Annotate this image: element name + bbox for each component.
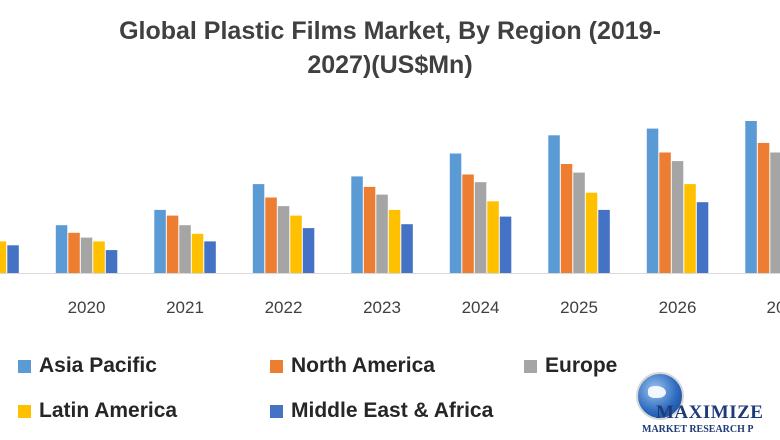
legend-item-north-america: North America: [270, 354, 435, 378]
legend-label: Asia Pacific: [39, 354, 157, 377]
x-tick-label: 2021: [166, 298, 204, 317]
x-tick-label: 2026: [659, 298, 697, 317]
x-tick-label: 2020: [68, 298, 106, 317]
bar-2021-middle-east-africa: [204, 241, 216, 273]
legend-swatch: [524, 359, 537, 373]
bar-2026-europe: [671, 161, 684, 273]
bar-2027-asia-pacific: [745, 121, 757, 273]
bar-2026-north-america: [659, 152, 671, 273]
legend-swatch: [270, 404, 283, 418]
bar-2025-latin-america: [585, 192, 598, 273]
bar-2021-north-america: [166, 215, 179, 273]
globe-icon: [636, 372, 684, 420]
chart-title-line-2: 2027)(US$Mn): [307, 51, 473, 79]
legend-label: Latin America: [39, 399, 178, 422]
bar-2023-asia-pacific: [351, 176, 363, 273]
bar-2020-north-america: [68, 232, 80, 273]
bar-2019-latin-america: [0, 241, 7, 273]
bar-2020-latin-america: [93, 241, 105, 273]
bar-2026-latin-america: [684, 184, 696, 273]
bar-2024-asia-pacific: [449, 153, 462, 273]
legend-item-latin-america: Latin America: [18, 399, 177, 423]
x-tick-label: 2024: [462, 298, 500, 317]
bar-2024-north-america: [462, 174, 474, 273]
bar-2026-asia-pacific: [646, 128, 659, 273]
bar-2024-latin-america: [487, 201, 499, 273]
legend-swatch: [18, 404, 31, 418]
legend-label: North America: [291, 354, 435, 377]
bar-2024-europe: [474, 182, 487, 273]
bar-2025-asia-pacific: [548, 135, 560, 273]
bar-2022-north-america: [265, 197, 277, 273]
logo-subtitle: MARKET RESEARCH P: [642, 424, 754, 435]
bar-2023-middle-east-africa: [401, 224, 413, 273]
bar-2022-asia-pacific: [252, 184, 265, 273]
bar-2025-middle-east-africa: [598, 209, 610, 273]
bar-2022-latin-america: [290, 215, 302, 273]
bar-2027-europe: [770, 152, 780, 273]
bar-2020-middle-east-africa: [105, 250, 118, 274]
x-tick-label: 2025: [560, 298, 598, 317]
bar-2023-north-america: [363, 186, 376, 273]
legend-item-europe: Europe: [524, 354, 617, 378]
legend-label: Europe: [545, 354, 618, 377]
legend-item-middle-east-africa: Middle East & Africa: [270, 399, 493, 423]
x-tick-label: 2022: [265, 298, 303, 317]
bar-2021-asia-pacific: [154, 209, 166, 273]
bar-2022-europe: [277, 206, 290, 273]
bar-2022-middle-east-africa: [302, 228, 315, 273]
bar-2024-middle-east-africa: [499, 216, 512, 273]
legend-label: Middle East & Africa: [291, 399, 494, 422]
chart-title: Global Plastic Films Market, By Region (…: [0, 14, 780, 82]
legend-item-asia-pacific: Asia Pacific: [18, 354, 157, 378]
bar-2020-europe: [80, 237, 93, 273]
x-tick-label: 2023: [363, 298, 401, 317]
maximize-logo: MAXIMIZE MARKET RESEARCH P: [630, 370, 780, 440]
bar-2023-europe: [376, 194, 388, 273]
legend-swatch: [18, 359, 31, 373]
bar-2025-north-america: [560, 164, 573, 273]
bar-2027-north-america: [757, 142, 770, 273]
legend-swatch: [270, 359, 283, 373]
bar-2023-latin-america: [388, 209, 401, 273]
bar-2021-europe: [179, 225, 191, 273]
bar-2020-asia-pacific: [55, 225, 68, 273]
bar-2026-middle-east-africa: [696, 202, 709, 273]
bar-2021-latin-america: [191, 233, 204, 273]
x-tick-label: 20: [767, 298, 780, 317]
chart-title-line-1: Global Plastic Films Market, By Region (…: [119, 17, 661, 45]
bar-2025-europe: [573, 172, 585, 273]
logo-name: MAXIMIZE: [656, 402, 764, 423]
bar-2019-middle-east-africa: [7, 245, 19, 273]
